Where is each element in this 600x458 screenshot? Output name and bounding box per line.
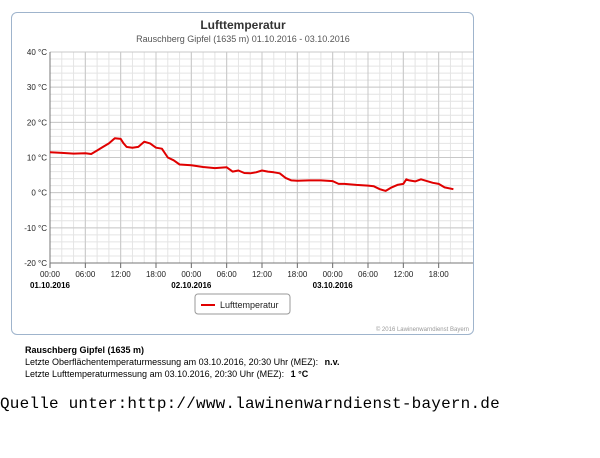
series-line-lufttemperatur — [49, 137, 454, 192]
chart-container: Lufttemperatur Rauschberg Gipfel (1635 m)… — [11, 12, 474, 335]
x-tick-label: 12:00 — [111, 270, 132, 279]
x-tick-label: 00:00 — [40, 270, 61, 279]
chart-title: Lufttemperatur — [200, 18, 286, 32]
air-temp-label: Letzte Lufttemperaturmessung am 03.10.20… — [25, 369, 285, 379]
air-temp-value: 1 °C — [290, 369, 309, 379]
x-tick-label: 18:00 — [429, 270, 450, 279]
y-tick-label: -10 °C — [24, 224, 47, 233]
y-tick-label: 0 °C — [31, 189, 47, 198]
measurement-info: Rauschberg Gipfel (1635 m) Letzte Oberfl… — [25, 344, 340, 380]
source-link-text: Quelle unter:http://www.lawinenwarndiens… — [0, 395, 500, 413]
y-tick-label: 40 °C — [27, 48, 47, 57]
y-tick-label: 10 °C — [27, 154, 47, 163]
x-tick-label: 06:00 — [217, 270, 238, 279]
surface-temp-label: Letzte Oberflächentemperaturmessung am 0… — [25, 357, 319, 367]
air-temp-line: Letzte Lufttemperaturmessung am 03.10.20… — [25, 368, 340, 380]
x-tick-label: 12:00 — [393, 270, 414, 279]
x-date-label: 01.10.2016 — [30, 281, 71, 290]
temperature-chart: Lufttemperatur Rauschberg Gipfel (1635 m)… — [24, 18, 473, 333]
x-tick-label: 06:00 — [75, 270, 96, 279]
y-tick-label: 20 °C — [27, 118, 47, 127]
legend-label: Lufttemperatur — [220, 300, 279, 310]
x-tick-label: 00:00 — [323, 270, 344, 279]
x-tick-label: 18:00 — [146, 270, 167, 279]
legend-box — [194, 293, 291, 315]
x-date-label: 03.10.2016 — [313, 281, 354, 290]
x-tick-label: 12:00 — [252, 270, 273, 279]
chart-credit: © 2016 Lawinenwarndienst Bayern — [376, 326, 469, 333]
station-name: Rauschberg Gipfel (1635 m) — [25, 345, 145, 355]
surface-temp-line: Letzte Oberflächentemperaturmessung am 0… — [25, 356, 340, 368]
x-tick-label: 00:00 — [181, 270, 202, 279]
chart-subtitle: Rauschberg Gipfel (1635 m) 01.10.2016 - … — [136, 34, 350, 44]
surface-temp-value: n.v. — [324, 357, 340, 367]
x-date-label: 02.10.2016 — [171, 281, 212, 290]
x-tick-label: 18:00 — [287, 270, 308, 279]
x-tick-label: 06:00 — [358, 270, 379, 279]
y-tick-label: -20 °C — [24, 259, 47, 268]
y-tick-label: 30 °C — [27, 83, 47, 92]
